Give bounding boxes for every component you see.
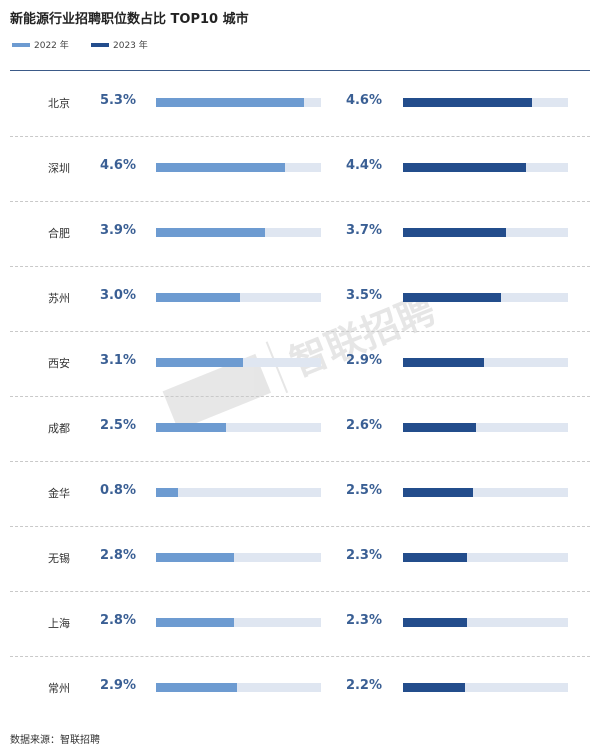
category-label: 金华 — [48, 487, 70, 500]
bar-2023 — [403, 683, 465, 692]
legend-label-2023: 2023 年 — [113, 41, 148, 51]
data-label-2022: 3.0% — [99, 288, 136, 303]
chart-row: 金华 0.8% 2.5% — [10, 461, 590, 527]
bar-2022 — [156, 683, 237, 692]
chart-row: 常州 2.9% 2.2% — [10, 656, 590, 721]
legend-swatch-2023 — [91, 42, 109, 47]
bar-2022 — [156, 553, 234, 562]
bar-track-2023 — [403, 293, 568, 302]
chart-row: 无锡 2.8% 2.3% — [10, 526, 590, 592]
bar-2022 — [156, 98, 304, 107]
bar-track-2022 — [156, 358, 321, 367]
data-label-2022: 2.8% — [99, 613, 136, 628]
legend-item-2022: 2022 年 — [12, 38, 69, 51]
bar-2023 — [403, 163, 526, 172]
legend-item-2023: 2023 年 — [91, 38, 148, 51]
data-label-2023: 2.3% — [345, 548, 382, 563]
bar-track-2023 — [403, 553, 568, 562]
data-label-2022: 2.8% — [99, 548, 136, 563]
bar-2023 — [403, 553, 467, 562]
bar-track-2022 — [156, 98, 321, 107]
category-label: 常州 — [48, 682, 70, 695]
bar-track-2023 — [403, 618, 568, 627]
chart-title: 新能源行业招聘职位数占比 TOP10 城市 — [10, 12, 249, 27]
data-label-2023: 3.5% — [345, 288, 382, 303]
top-rule — [10, 70, 590, 71]
bar-track-2022 — [156, 228, 321, 237]
data-label-2023: 2.6% — [345, 418, 382, 433]
bar-track-2023 — [403, 683, 568, 692]
data-label-2023: 2.5% — [345, 483, 382, 498]
bar-track-2022 — [156, 293, 321, 302]
data-label-2023: 3.7% — [345, 223, 382, 238]
data-label-2023: 2.3% — [345, 613, 382, 628]
chart-row: 苏州 3.0% 3.5% — [10, 266, 590, 332]
chart-row: 上海 2.8% 2.3% — [10, 591, 590, 657]
bar-2022 — [156, 488, 178, 497]
bar-2023 — [403, 293, 501, 302]
data-label-2022: 4.6% — [99, 158, 136, 173]
bar-2022 — [156, 358, 243, 367]
category-label: 成都 — [48, 422, 70, 435]
data-label-2022: 0.8% — [99, 483, 136, 498]
data-label-2022: 5.3% — [99, 93, 136, 108]
chart-row: 北京 5.3% 4.6% — [10, 71, 590, 137]
bar-track-2022 — [156, 553, 321, 562]
category-label: 无锡 — [48, 552, 70, 565]
category-label: 合肥 — [48, 227, 70, 240]
bar-2022 — [156, 163, 285, 172]
category-label: 西安 — [48, 357, 70, 370]
legend-label-2022: 2022 年 — [34, 41, 69, 51]
bar-2023 — [403, 423, 476, 432]
data-label-2023: 4.4% — [345, 158, 382, 173]
category-label: 上海 — [48, 617, 70, 630]
bar-2023 — [403, 488, 473, 497]
bar-track-2022 — [156, 163, 321, 172]
bar-track-2023 — [403, 228, 568, 237]
bar-2023 — [403, 98, 532, 107]
category-label: 北京 — [48, 97, 70, 110]
data-label-2023: 2.2% — [345, 678, 382, 693]
data-label-2022: 2.5% — [99, 418, 136, 433]
bar-track-2023 — [403, 423, 568, 432]
chart-row: 深圳 4.6% 4.4% — [10, 136, 590, 202]
bar-2022 — [156, 228, 265, 237]
bar-2022 — [156, 618, 234, 627]
category-label: 深圳 — [48, 162, 70, 175]
bar-2023 — [403, 618, 467, 627]
bar-track-2023 — [403, 358, 568, 367]
chart-row: 成都 2.5% 2.6% — [10, 396, 590, 462]
source-note: 数据来源：智联招聘 — [10, 735, 100, 746]
bar-2022 — [156, 293, 240, 302]
chart-row: 合肥 3.9% 3.7% — [10, 201, 590, 267]
bar-track-2022 — [156, 618, 321, 627]
data-label-2023: 4.6% — [345, 93, 382, 108]
data-label-2023: 2.9% — [345, 353, 382, 368]
bar-2023 — [403, 228, 506, 237]
bar-track-2023 — [403, 163, 568, 172]
chart-row: 西安 3.1% 2.9% — [10, 331, 590, 397]
legend-swatch-2022 — [12, 42, 30, 47]
bar-2022 — [156, 423, 226, 432]
data-label-2022: 2.9% — [99, 678, 136, 693]
bar-track-2022 — [156, 488, 321, 497]
bar-track-2022 — [156, 423, 321, 432]
data-label-2022: 3.1% — [99, 353, 136, 368]
bar-2023 — [403, 358, 484, 367]
data-label-2022: 3.9% — [99, 223, 136, 238]
bar-track-2022 — [156, 683, 321, 692]
bar-track-2023 — [403, 488, 568, 497]
bar-track-2023 — [403, 98, 568, 107]
category-label: 苏州 — [48, 292, 70, 305]
